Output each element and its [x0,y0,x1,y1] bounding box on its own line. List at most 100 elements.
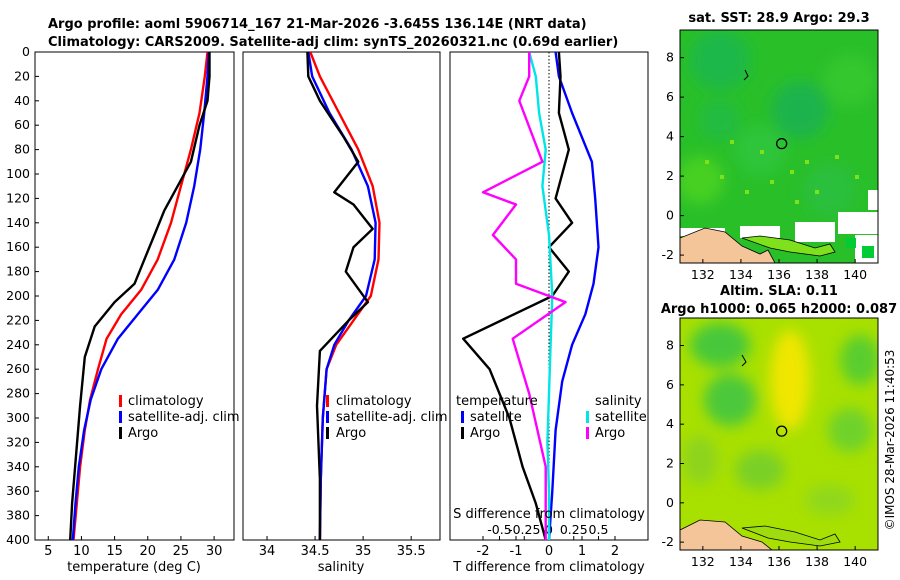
difference-x2-axis: -0.5-0.25 0 0.25 0.5 [487,522,608,540]
copyright: ©IMOS 28-Mar-2026 11:40:53 [883,350,897,531]
difference-x2label: S difference from climatology [453,507,645,522]
sst-argo-marker [776,137,788,150]
map-y-tick-label: 6 [666,89,674,104]
legend-title-temperature: temperature [456,394,538,409]
legend-label-satellite: satellite-adj. clim [128,410,240,425]
map-x-tick-label: 134 [729,267,753,282]
series-line-s-satellite [528,52,554,540]
y-tick-label: 220 [6,312,30,327]
salinity-x-axis: 34 34.5 35 35.5 [259,536,426,559]
y-tick-label: 40 [14,93,30,108]
map-y-tick-label: -2 [662,247,674,262]
y-tick-label: 160 [6,239,30,254]
legend-swatch-climatology [326,395,329,407]
x-tick-label: 25 [173,544,190,559]
y-tick-label: 280 [6,386,30,401]
y-tick-label: 60 [14,117,30,132]
y-tick-label: 0 [22,44,30,59]
legend-swatch-t-satellite [461,411,464,423]
map-x-tick-label: 138 [805,554,829,569]
x2-tick-label: 0.5 [589,522,609,537]
y-tick-label: 380 [6,508,30,523]
difference-x-axis: -2 -1 0 1 2 [477,536,619,559]
map-x-tick-label: 134 [729,554,753,569]
y-tick-label: 20 [14,68,30,83]
legend-label-s-satellite: satellite [595,410,647,425]
y-tick-label: 320 [6,434,30,449]
legend-label-t-argo: Argo [470,426,500,441]
legend-swatch-argo [119,427,122,439]
map-x-tick-label: 136 [767,267,791,282]
x-tick-label: 34 [259,544,276,559]
legend-title-salinity: salinity [595,394,642,409]
x-tick-label: 35.5 [397,544,426,559]
legend-label-argo: Argo [128,426,158,441]
legend-label-s-argo: Argo [595,426,625,441]
temperature-panel: 0 20 40 60 80 100 120 140 160 180 200 220 240 260 280 3… [6,44,239,575]
x-tick-label: 35 [355,544,372,559]
legend-swatch-s-argo [586,427,589,439]
difference-panel: -2 -1 0 1 2 -0.5-0.25 0 0.25 0.5 S difference f… [449,51,649,575]
salinity-axes [242,51,441,541]
x-tick-label: -2 [477,544,490,559]
x-tick-label: 20 [139,544,156,559]
map-y-tick-label: 6 [666,377,674,392]
sst-map: sat. SST: 28.9 Argo: 29.3 [662,11,879,282]
sla-field [680,318,878,550]
header-line2: Climatology: CARS2009. Satellite-adj cli… [48,35,618,50]
sla-argo-marker [776,425,788,437]
x2-tick-label: -0.5 [487,522,511,537]
map-y-tick-label: -2 [662,534,674,549]
map-x-tick-label: 140 [843,554,867,569]
series-line-argo [69,52,211,540]
series-line-argo [306,52,374,540]
legend-swatch-argo [326,427,329,439]
legend-swatch-t-argo [461,427,464,439]
y-tick-label: 360 [6,483,30,498]
map-y-tick-label: 0 [666,495,674,510]
series-line-t-argo [462,52,574,540]
temperature-axes [34,51,235,541]
sst-land [680,227,776,263]
x-tick-label: 10 [73,544,90,559]
x-tick-label: 2 [611,544,619,559]
y-tick-label: 140 [6,215,30,230]
map-y-tick-label: 0 [666,208,674,223]
map-y-tick-label: 2 [666,455,674,470]
sst-map-title: sat. SST: 28.9 Argo: 29.3 [688,11,869,26]
sla-map: Altim. SLA: 0.11 Argo h1000: 0.065 h2000… [661,284,897,569]
legend-label-satellite: satellite-adj. clim [336,410,448,425]
sla-map-title-1: Altim. SLA: 0.11 [720,284,838,299]
salinity-panel: 34 34.5 35 35.5 salinity climatology satell… [242,51,448,575]
map-y-tick-label: 8 [666,338,674,353]
map-x-tick-label: 138 [805,267,829,282]
x2-tick-label: 0.25 [560,522,588,537]
y-tick-label: 80 [14,142,30,157]
map-y-tick-label: 4 [666,416,674,431]
map-x-tick-label: 132 [691,554,715,569]
difference-xlabel: T difference from climatology [452,560,645,575]
difference-legend: temperature satellite Argo salinity sate… [456,394,647,441]
y-tick-label: 240 [6,337,30,352]
temperature-x-axis: 5 10 15 20 25 30 [44,536,222,559]
series-line-s-argo [481,52,567,540]
salinity-legend: climatology satellite-adj. clim Argo [326,394,448,441]
y-tick-label: 200 [6,288,30,303]
x-tick-label: 1 [578,544,586,559]
map-x-tick-label: 140 [843,267,867,282]
legend-label-climatology: climatology [336,394,412,409]
y-tick-label: 400 [6,532,30,547]
temperature-xlabel: temperature (deg C) [67,560,201,575]
x-tick-label: 30 [206,544,223,559]
legend-label-argo: Argo [336,426,366,441]
legend-swatch-climatology [119,395,122,407]
x-tick-label: -1 [510,544,523,559]
legend-label-climatology: climatology [128,394,204,409]
legend-swatch-satellite [119,411,122,423]
salinity-xlabel: salinity [318,560,365,575]
sla-land [680,519,773,550]
map-y-tick-label: 2 [666,168,674,183]
sla-map-title-2: Argo h1000: 0.065 h2000: 0.087 [661,302,897,317]
y-tick-label: 300 [6,410,30,425]
sst-field [680,30,878,263]
